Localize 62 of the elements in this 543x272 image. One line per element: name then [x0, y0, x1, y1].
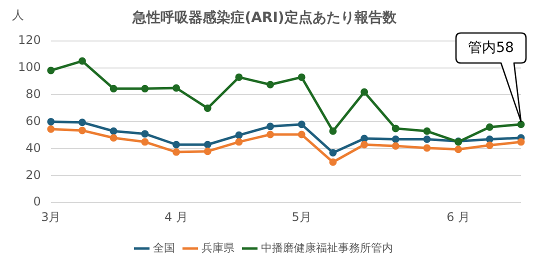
point: [392, 142, 400, 150]
point: [517, 138, 525, 146]
point: [110, 84, 118, 92]
chart-title: 急性呼吸器感染症(ARI)定点あたり報告数: [132, 9, 398, 26]
point: [423, 135, 431, 143]
point: [266, 80, 274, 88]
point: [47, 118, 55, 126]
point: [329, 158, 337, 166]
point: [141, 138, 149, 146]
point: [78, 118, 86, 126]
annotation: 管内58: [468, 38, 514, 57]
point: [78, 57, 86, 65]
point: [172, 140, 180, 148]
point: [235, 131, 243, 139]
y-tick-label: 120: [18, 32, 41, 47]
point: [360, 134, 368, 142]
x-tick-label: 6 月: [446, 210, 470, 224]
y-axis-title: 人: [12, 8, 24, 22]
point: [454, 146, 462, 154]
y-tick-label: 80: [26, 86, 41, 101]
point: [329, 127, 337, 135]
point: [266, 130, 274, 138]
point: [486, 135, 494, 143]
point: [172, 148, 180, 156]
legend-label: 全国: [152, 241, 175, 254]
point: [298, 73, 306, 81]
y-tick-label: 60: [26, 114, 41, 128]
point: [47, 66, 55, 74]
point: [486, 123, 494, 131]
y-tick-label: 40: [26, 140, 41, 155]
point: [47, 125, 55, 133]
point: [266, 122, 274, 130]
point: [423, 127, 431, 135]
point: [235, 138, 243, 146]
y-tick-label: 0: [33, 194, 41, 209]
point: [235, 73, 243, 81]
x-tick-label: 5月: [292, 210, 312, 224]
point: [78, 126, 86, 134]
point: [141, 130, 149, 138]
point: [204, 104, 212, 112]
point: [172, 84, 180, 92]
point: [110, 127, 118, 135]
legend-label: 兵庫県: [201, 241, 234, 254]
point: [110, 134, 118, 142]
point: [392, 135, 400, 143]
point: [141, 84, 149, 92]
point: [423, 144, 431, 152]
point: [298, 130, 306, 138]
point: [204, 140, 212, 148]
legend-label: 中播磨健康福祉事務所管内: [260, 241, 393, 254]
point: [360, 88, 368, 96]
point: [329, 148, 337, 156]
point: [486, 142, 494, 150]
point: [392, 124, 400, 132]
point: [298, 120, 306, 128]
y-tick-label: 20: [26, 168, 41, 182]
x-tick-label: 3月: [41, 210, 61, 224]
y-tick-label: 100: [18, 60, 41, 74]
point: [517, 120, 525, 128]
point: [204, 148, 212, 156]
point: [360, 140, 368, 148]
x-tick-label: 4 月: [164, 210, 188, 224]
